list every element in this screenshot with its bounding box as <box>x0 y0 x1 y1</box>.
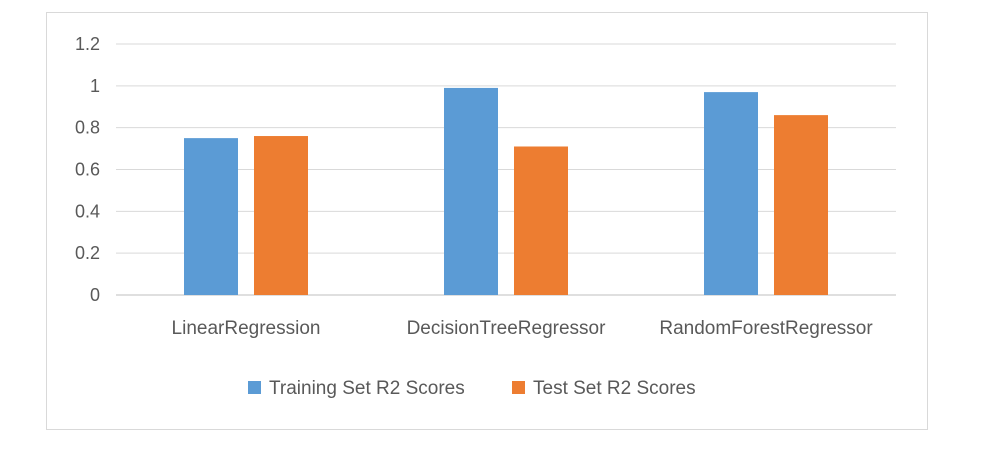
x-axis-category-labels: LinearRegression DecisionTreeRegressor Ran… <box>172 318 874 339</box>
legend-swatch <box>512 381 525 394</box>
legend-swatch <box>248 381 261 394</box>
y-tick-label: 0 <box>90 285 100 305</box>
y-tick-label: 1 <box>90 76 100 96</box>
legend-label: Training Set R2 Scores <box>269 378 465 399</box>
gridlines <box>116 43 896 296</box>
bars <box>184 87 828 295</box>
y-tick-label: 0.6 <box>75 160 100 180</box>
y-tick-label: 0.4 <box>75 201 100 221</box>
y-tick-label: 1.2 <box>75 34 100 54</box>
x-category-label: LinearRegression <box>172 318 321 339</box>
y-axis-tick-labels: 0 0.2 0.4 0.6 0.8 1 1.2 <box>75 34 100 305</box>
x-category-label: DecisionTreeRegressor <box>407 318 607 339</box>
bar-test-2 <box>774 115 828 295</box>
y-tick-label: 0.8 <box>75 118 100 138</box>
bar-test-1 <box>514 146 568 295</box>
bar-training-1 <box>444 87 498 295</box>
legend-label: Test Set R2 Scores <box>533 378 696 399</box>
bar-test-0 <box>254 136 308 295</box>
bar-training-0 <box>184 138 238 295</box>
x-category-label: RandomForestRegressor <box>659 318 873 339</box>
bar-training-2 <box>704 92 758 295</box>
legend: Training Set R2 Scores Test Set R2 Scores <box>248 378 696 399</box>
y-tick-label: 0.2 <box>75 243 100 263</box>
